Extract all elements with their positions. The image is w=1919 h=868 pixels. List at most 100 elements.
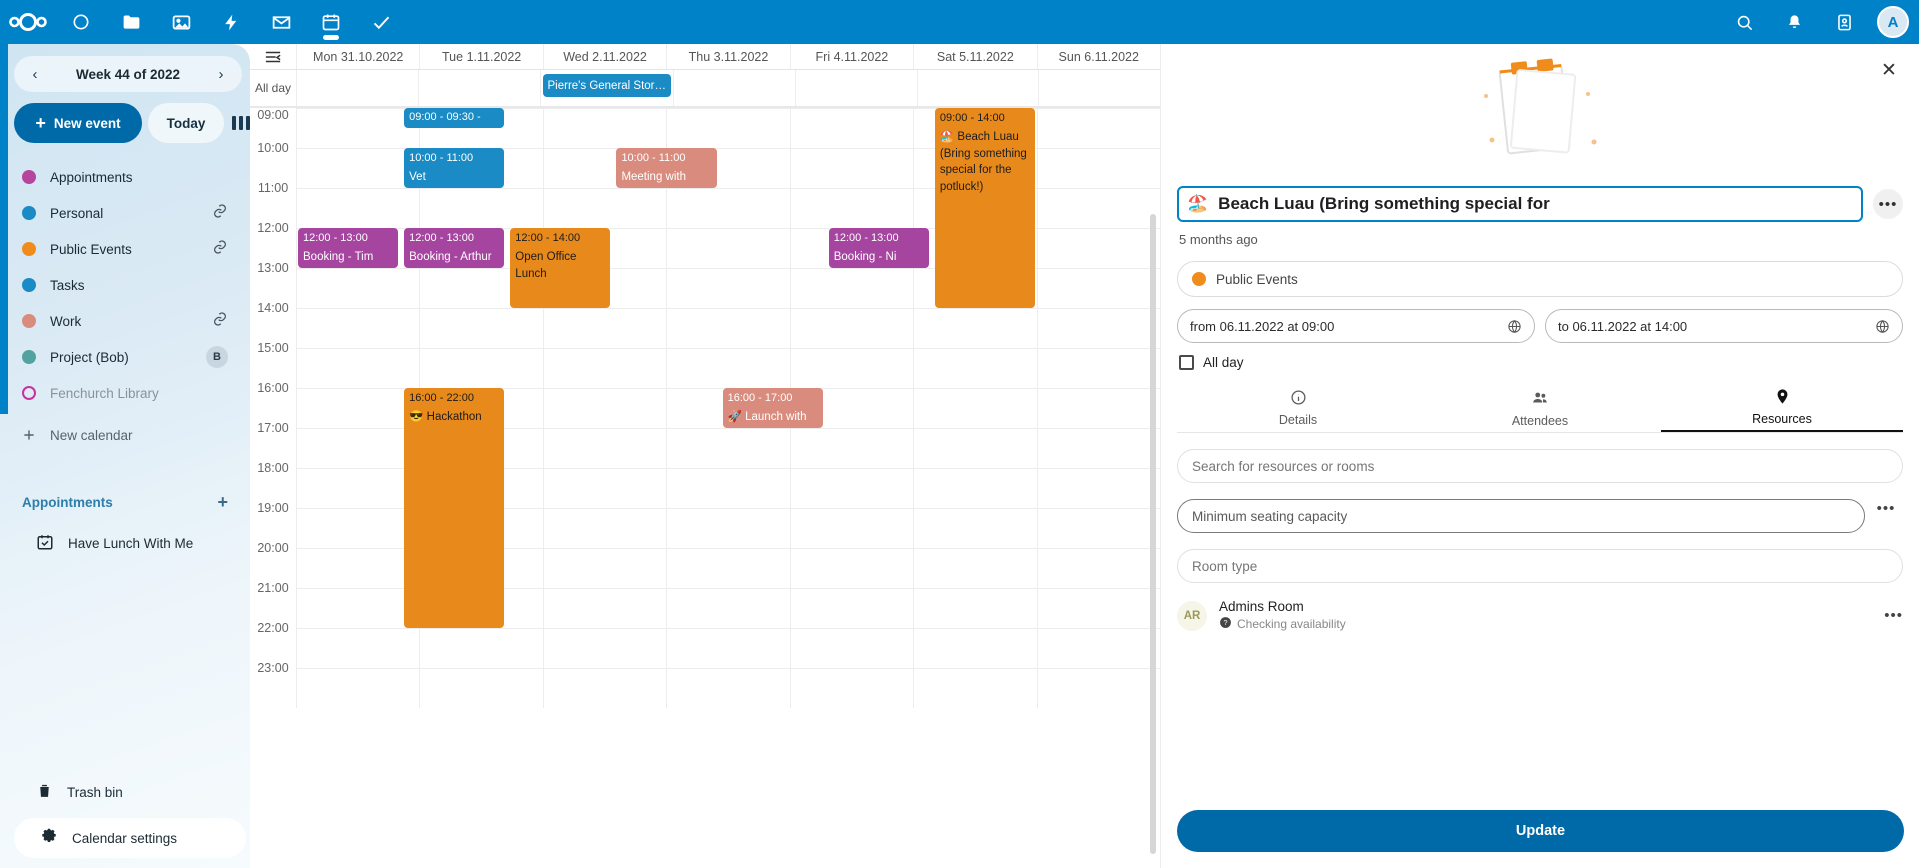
calendar-item-work[interactable]: Work [0, 303, 242, 339]
tab-resources[interactable]: Resources [1661, 384, 1903, 432]
hour-cell[interactable] [913, 628, 1037, 668]
day-header-sun[interactable]: Sun 6.11.2022 [1036, 44, 1160, 69]
hour-cell[interactable] [1036, 548, 1160, 588]
hour-cell[interactable] [1036, 508, 1160, 548]
search-icon[interactable] [1719, 0, 1769, 44]
day-header-tue[interactable]: Tue 1.11.2022 [419, 44, 542, 69]
calendar-item-fenchurch-library[interactable]: Fenchurch Library [0, 375, 242, 411]
calendar-item-tasks[interactable]: Tasks [0, 267, 242, 303]
hour-cell[interactable] [296, 468, 420, 508]
hour-cell[interactable] [789, 548, 914, 588]
hour-cell[interactable] [789, 468, 914, 508]
event-actions-menu-icon[interactable]: ••• [1873, 189, 1903, 219]
day-header-mon[interactable]: Mon 31.10.2022 [296, 44, 419, 69]
hour-cell[interactable] [666, 428, 790, 468]
event-workflow[interactable]: 09:00 - 09:30 - Workflow [404, 108, 505, 128]
hour-cell[interactable] [789, 188, 914, 228]
calendar-item-appointments[interactable]: Appointments [0, 159, 242, 195]
event-booking-ni[interactable]: 12:00 - 13:00 Booking - Ni (Knights [828, 228, 929, 268]
hour-cell[interactable] [419, 348, 543, 388]
hour-cell[interactable] [666, 468, 790, 508]
hour-cell[interactable] [1036, 388, 1160, 428]
collapse-list-icon[interactable] [250, 44, 296, 69]
event-meeting-with-alice[interactable]: 10:00 - 11:00 Meeting with Alice [616, 148, 717, 188]
hour-cell[interactable] [296, 628, 420, 668]
hour-cell[interactable] [789, 308, 914, 348]
hour-cell[interactable] [913, 588, 1037, 628]
shared-user-badge[interactable]: B [206, 346, 228, 368]
hour-cell[interactable] [296, 188, 420, 228]
hour-cell[interactable] [296, 148, 420, 188]
hour-cell[interactable] [296, 588, 420, 628]
hour-cell[interactable] [419, 628, 543, 668]
hour-cell[interactable] [913, 508, 1037, 548]
hour-cell[interactable] [542, 668, 667, 708]
all-day-checkbox-row[interactable]: All day [1161, 355, 1919, 370]
mail-icon[interactable] [256, 0, 306, 44]
hour-cell[interactable] [1036, 148, 1160, 188]
hour-cell[interactable] [1036, 268, 1160, 308]
hour-cell[interactable] [1036, 348, 1160, 388]
hour-cell[interactable] [419, 188, 543, 228]
event-vet[interactable]: 10:00 - 11:00 Vet [404, 148, 505, 188]
hour-cell[interactable] [789, 148, 914, 188]
hour-cell[interactable] [789, 508, 914, 548]
tasks-icon[interactable] [356, 0, 406, 44]
activity-icon[interactable] [206, 0, 256, 44]
hour-cell[interactable] [296, 108, 420, 148]
hour-cell[interactable] [542, 108, 667, 148]
hour-cell[interactable] [666, 548, 790, 588]
event-beach-luau[interactable]: 09:00 - 14:00 🏖️ Beach Luau (Bring somet… [934, 108, 1036, 308]
day-header-thu[interactable]: Thu 3.11.2022 [666, 44, 789, 69]
hour-cell[interactable] [542, 428, 667, 468]
hour-cell[interactable] [542, 308, 667, 348]
all-day-cell-tue[interactable] [417, 70, 540, 106]
next-week-button[interactable]: › [218, 65, 224, 83]
hour-cell[interactable] [666, 668, 790, 708]
event-launch-with-elon[interactable]: 16:00 - 17:00 🚀 Launch with Elon [722, 388, 823, 428]
hour-cell[interactable] [542, 388, 667, 428]
all-day-cell-thu[interactable] [673, 70, 795, 106]
resource-search-input[interactable]: Search for resources or rooms [1177, 449, 1903, 483]
hour-cell[interactable] [666, 268, 790, 308]
notifications-icon[interactable] [1769, 0, 1819, 44]
avatar[interactable]: A [1877, 6, 1909, 38]
hour-cell[interactable] [666, 508, 790, 548]
hour-cell[interactable] [789, 428, 914, 468]
event-start-date-input[interactable]: from 06.11.2022 at 09:00 [1177, 309, 1535, 343]
contacts-icon[interactable] [1819, 0, 1869, 44]
resource-list-item[interactable]: AR Admins Room ? Checking availability •… [1177, 599, 1903, 632]
previous-week-button[interactable]: ‹ [32, 65, 38, 83]
room-type-input[interactable]: Room type [1177, 549, 1903, 583]
hour-cell[interactable] [419, 668, 543, 708]
hour-cell[interactable] [542, 348, 667, 388]
hour-cell[interactable] [296, 668, 420, 708]
hour-cell[interactable] [296, 508, 420, 548]
hour-cell[interactable] [296, 308, 420, 348]
resource-menu-icon[interactable]: ••• [1884, 607, 1903, 624]
share-link-icon[interactable] [212, 311, 228, 332]
event-booking-tim[interactable]: 12:00 - 13:00 Booking - Tim (Wizard) [298, 228, 399, 268]
hour-cell[interactable] [1036, 228, 1160, 268]
timezone-globe-icon[interactable] [1875, 319, 1890, 334]
hour-cell[interactable] [1036, 668, 1160, 708]
hour-cell[interactable] [419, 268, 543, 308]
hour-cell[interactable] [542, 508, 667, 548]
event-title-input[interactable]: 🏖️ Beach Luau (Bring something special f… [1177, 186, 1863, 222]
timezone-globe-icon[interactable] [1507, 319, 1522, 334]
tab-details[interactable]: Details [1177, 384, 1419, 432]
trash-bin-button[interactable]: Trash bin [0, 772, 250, 812]
hour-cell[interactable] [913, 668, 1037, 708]
add-appointment-icon[interactable]: + [217, 492, 228, 512]
hour-cell[interactable] [542, 148, 667, 188]
hour-cell[interactable] [542, 468, 667, 508]
hour-cell[interactable] [296, 428, 420, 468]
calendar-scrollbar-thumb[interactable] [1150, 214, 1156, 854]
view-columns-icon[interactable] [232, 103, 250, 143]
all-day-cell-sun[interactable] [1038, 70, 1160, 106]
all-day-cell-mon[interactable] [296, 70, 418, 106]
hour-cell[interactable] [1036, 108, 1160, 148]
hour-cell[interactable] [1036, 188, 1160, 228]
hour-cell[interactable] [1036, 428, 1160, 468]
tab-attendees[interactable]: Attendees [1419, 384, 1661, 432]
